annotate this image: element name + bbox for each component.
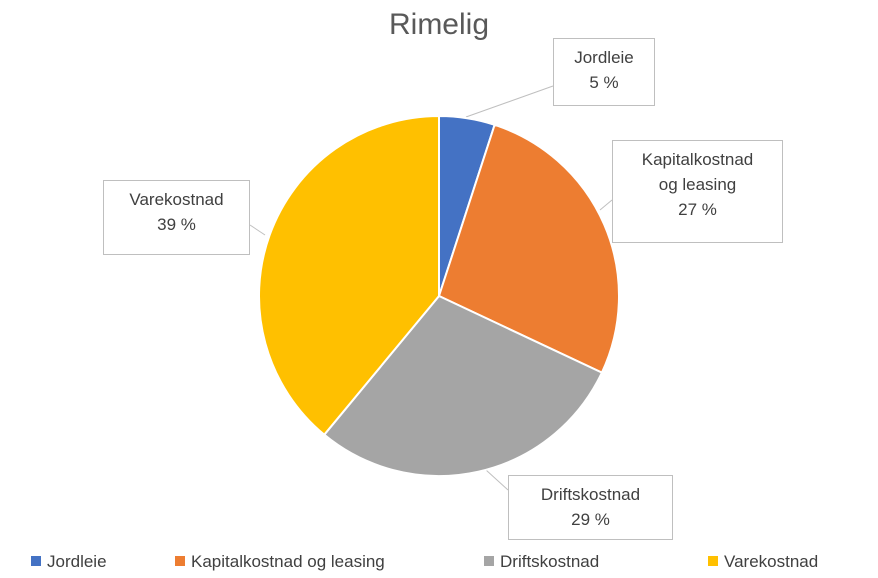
- legend-item: Varekostnad: [708, 552, 818, 572]
- pie: [258, 114, 620, 477]
- legend-swatch: [484, 556, 494, 566]
- callout-value: 5 %: [589, 73, 619, 92]
- leader-line: [465, 85, 554, 118]
- legend-item: Driftskostnad: [484, 552, 599, 572]
- callout-label: Jordleie: [574, 48, 634, 67]
- callout-value: 29 %: [571, 510, 610, 529]
- callout-value: 27 %: [678, 200, 717, 219]
- leader-line: [485, 469, 509, 491]
- legend-swatch: [708, 556, 718, 566]
- callout-label: Driftskostnad: [540, 485, 641, 504]
- legend-label: Kapitalkostnad og leasing: [191, 552, 385, 571]
- leader-lines: [249, 85, 613, 491]
- leader-line: [599, 199, 613, 211]
- legend-label: Driftskostnad: [500, 552, 600, 571]
- legend-swatch: [175, 556, 185, 566]
- pie-slice: [437, 123, 620, 374]
- callout-label: Kapitalkostnad og leasing: [641, 150, 754, 194]
- callout: Kapitalkostnad og leasing 27 %: [612, 140, 783, 243]
- legend-swatch: [31, 556, 41, 566]
- legend-label: Jordleie: [47, 552, 107, 571]
- callout: Driftskostnad 29 %: [508, 475, 673, 540]
- callout: Jordleie 5 %: [553, 38, 655, 106]
- chart-title: Rimelig: [388, 8, 490, 41]
- pie-slice: [258, 114, 440, 437]
- legend-label: Varekostnad: [724, 552, 819, 571]
- callout-label: Varekostnad: [129, 190, 224, 209]
- legend-item: Jordleie: [31, 552, 107, 572]
- pie-slice: [322, 294, 604, 477]
- leader-line: [249, 224, 266, 236]
- callout: Varekostnad 39 %: [103, 180, 250, 255]
- callout-value: 39 %: [157, 215, 196, 234]
- legend-item: Kapitalkostnad og leasing: [175, 552, 385, 572]
